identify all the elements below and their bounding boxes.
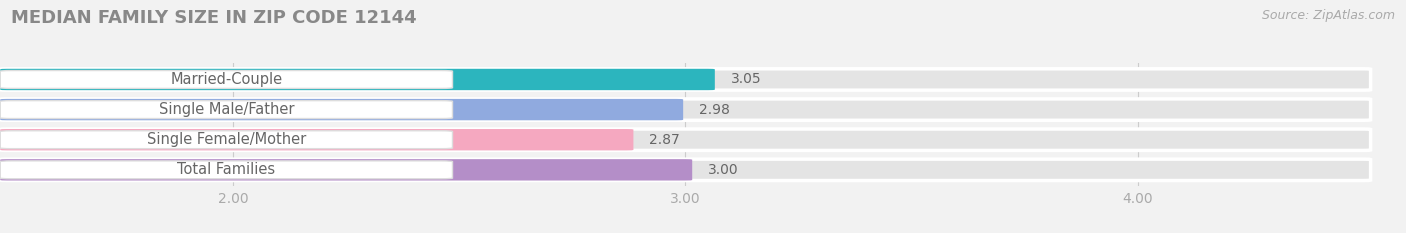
FancyBboxPatch shape	[0, 71, 453, 88]
FancyBboxPatch shape	[0, 129, 1371, 151]
FancyBboxPatch shape	[0, 159, 1371, 181]
FancyBboxPatch shape	[0, 69, 1371, 90]
Text: Single Male/Father: Single Male/Father	[159, 102, 294, 117]
FancyBboxPatch shape	[0, 131, 453, 149]
FancyBboxPatch shape	[0, 159, 692, 181]
FancyBboxPatch shape	[0, 99, 683, 120]
Text: Source: ZipAtlas.com: Source: ZipAtlas.com	[1261, 9, 1395, 22]
FancyBboxPatch shape	[0, 101, 453, 119]
FancyBboxPatch shape	[0, 99, 1371, 120]
FancyBboxPatch shape	[0, 69, 714, 90]
Text: MEDIAN FAMILY SIZE IN ZIP CODE 12144: MEDIAN FAMILY SIZE IN ZIP CODE 12144	[11, 9, 416, 27]
FancyBboxPatch shape	[0, 161, 453, 179]
Text: Single Female/Mother: Single Female/Mother	[146, 132, 307, 147]
Text: 3.00: 3.00	[709, 163, 738, 177]
FancyBboxPatch shape	[0, 129, 634, 151]
Text: Married-Couple: Married-Couple	[170, 72, 283, 87]
Text: Total Families: Total Families	[177, 162, 276, 177]
Text: 2.98: 2.98	[699, 103, 730, 116]
Text: 2.87: 2.87	[650, 133, 681, 147]
Text: 3.05: 3.05	[731, 72, 761, 86]
